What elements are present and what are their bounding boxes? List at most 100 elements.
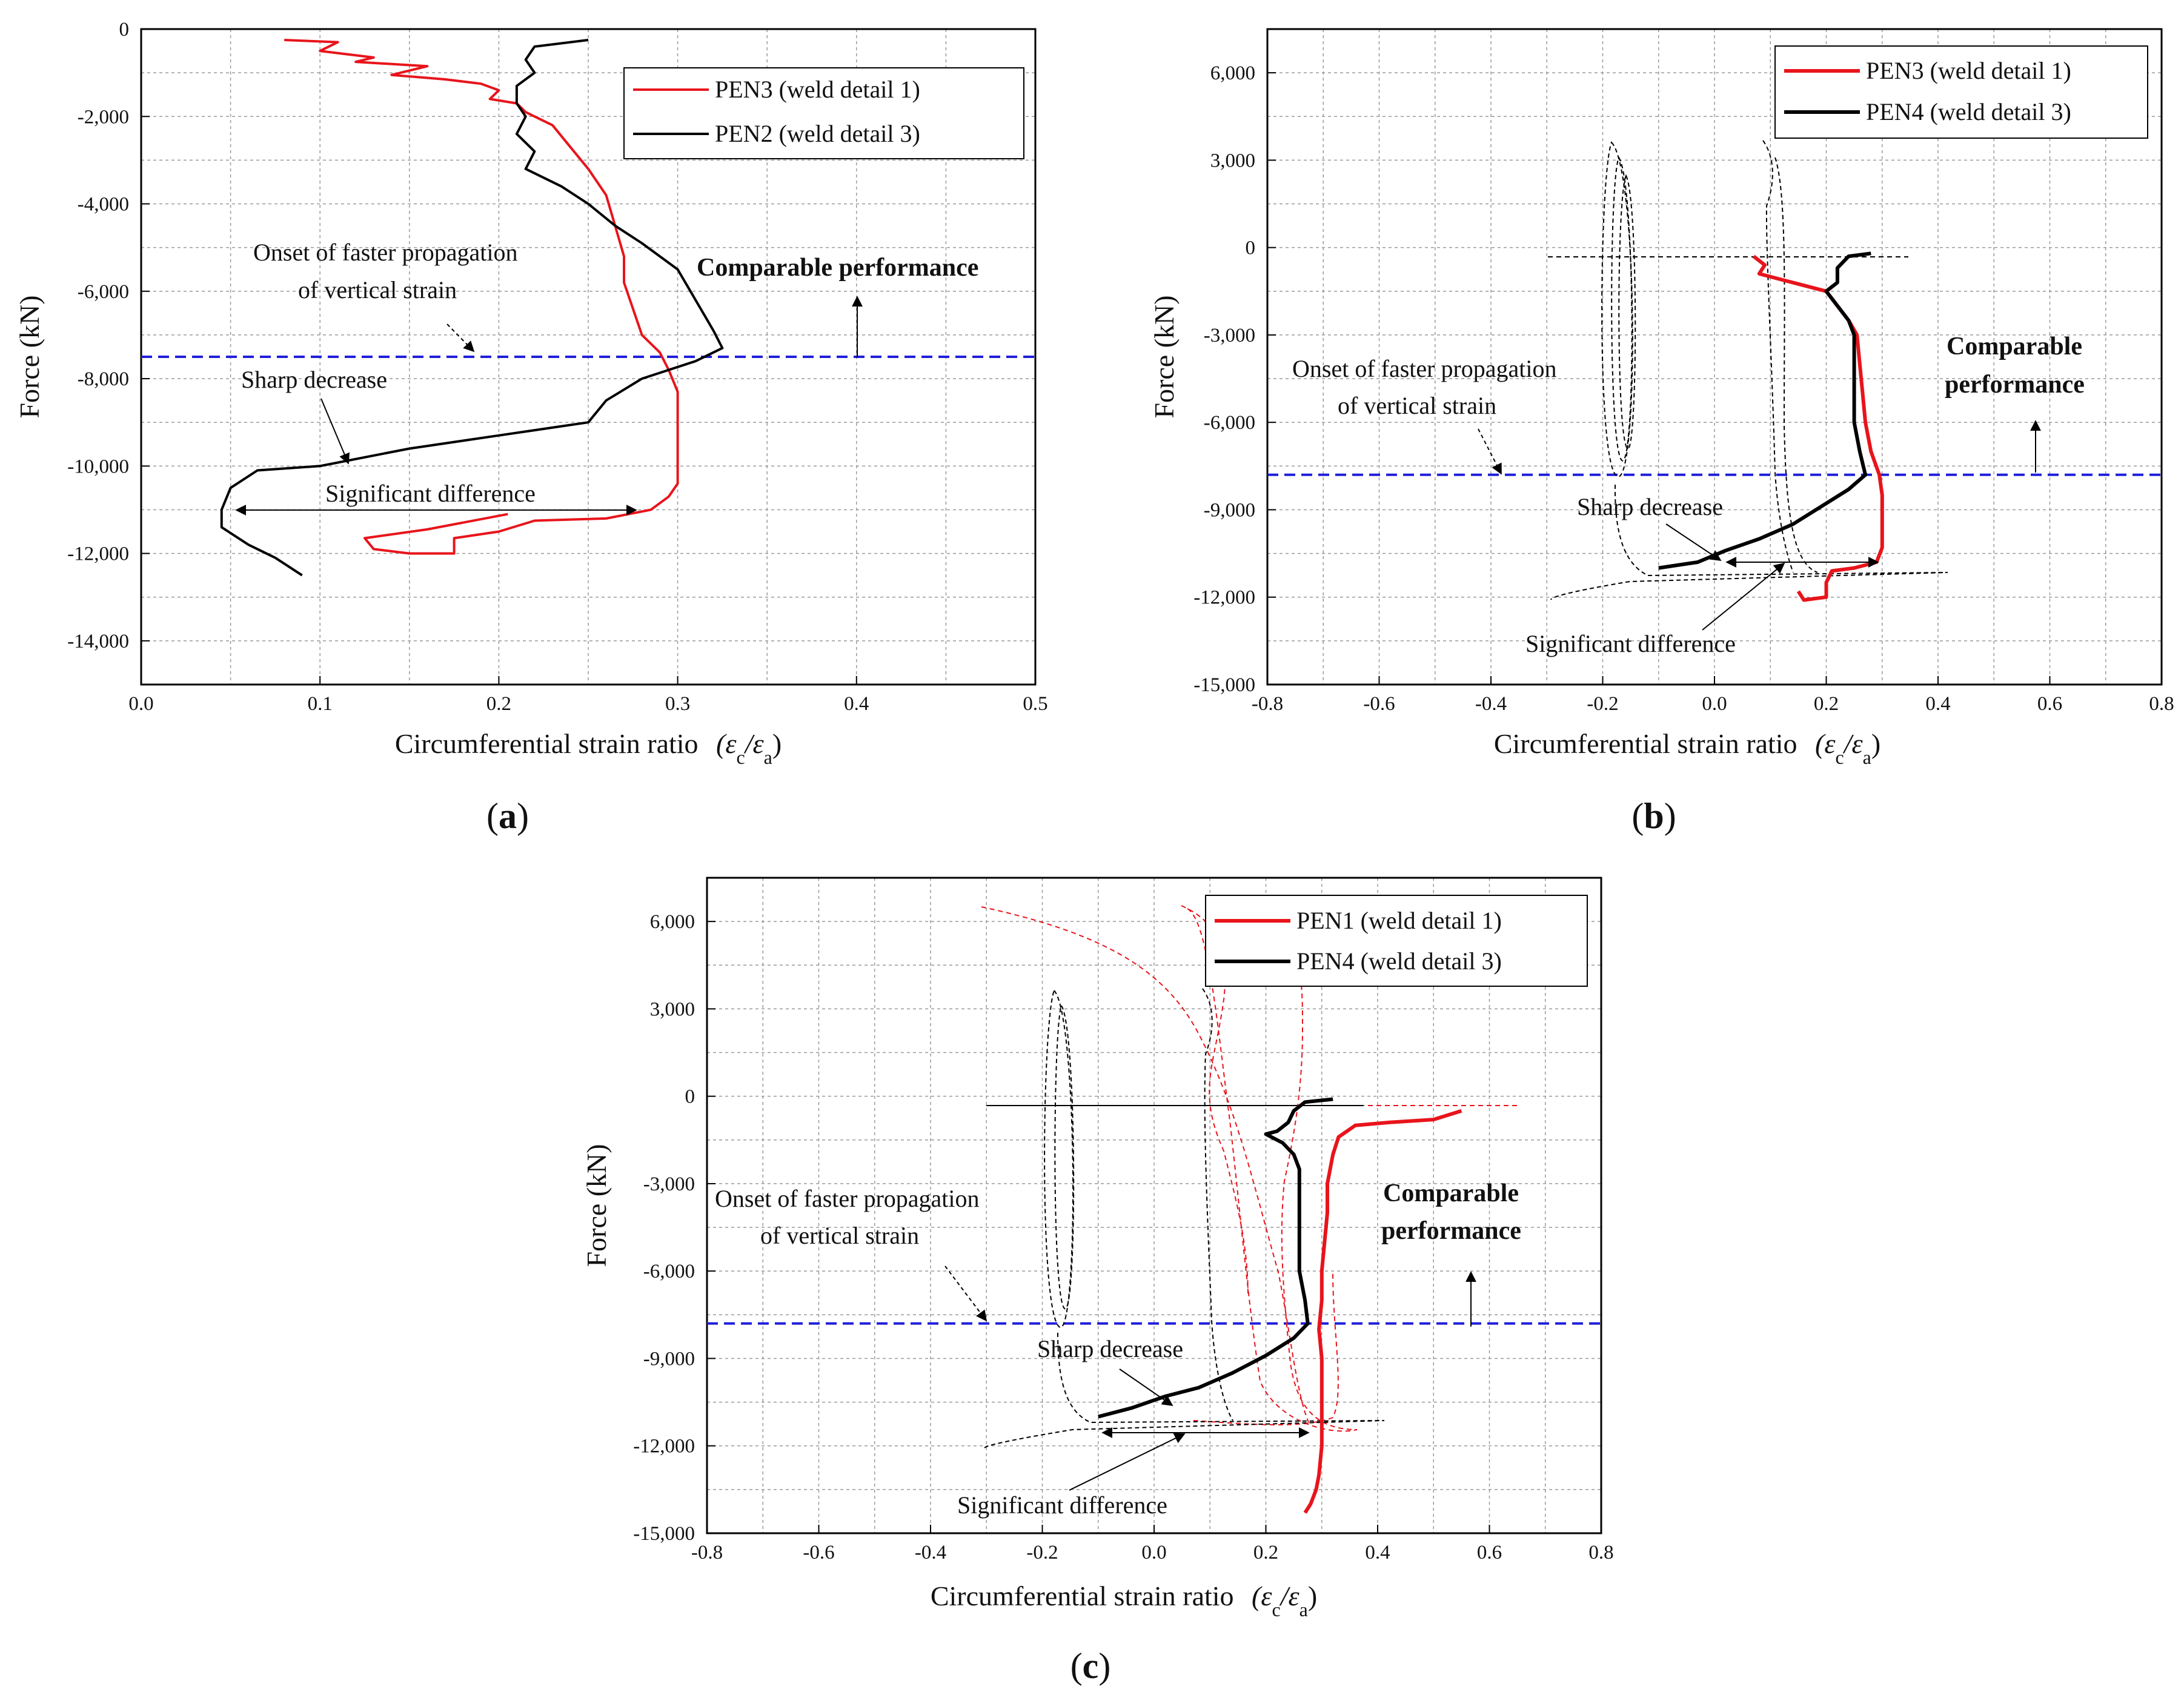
- y-tick-label: 0: [685, 1086, 695, 1108]
- y-tick-label: -6,000: [643, 1261, 695, 1282]
- legend-label-pen1: PEN1 (weld detail 1): [1296, 907, 1502, 934]
- annotation-arrow-onset: [1478, 428, 1502, 475]
- x-tick-label: 0.6: [2037, 693, 2062, 715]
- y-tick-label: 0: [1246, 237, 1256, 259]
- panel-a: 0.0 0.1 0.2 0.3 0.4 0.5 0 -2,000 -4,000 -6,000 -8,…: [14, 19, 1048, 836]
- y-tick-label: -2,000: [78, 106, 129, 128]
- x-tick-label: -0.2: [1587, 693, 1618, 715]
- y-tick-label: 3,000: [1210, 150, 1255, 171]
- x-tick-label: 0.0: [128, 693, 153, 715]
- legend-label-pen4: PEN4 (weld detail 3): [1296, 947, 1502, 975]
- annotation-significant-difference: Significant difference: [1525, 630, 1736, 657]
- panel-a-y-axis-title: Force (kN): [14, 295, 45, 418]
- panel-a-ticks: 0.0 0.1 0.2 0.3 0.4 0.5 0 -2,000 -4,000 -6,000 -8,…: [67, 19, 1047, 715]
- x-tick-label: -0.8: [1252, 693, 1283, 715]
- series-line-pen1: [1303, 1109, 1462, 1514]
- annotation-performance: performance: [1945, 371, 2085, 399]
- y-tick-label: -10,000: [67, 456, 129, 477]
- y-tick-label: -12,000: [67, 543, 129, 565]
- annotation-comparable: Comparable: [1947, 333, 2082, 360]
- x-tick-label: -0.6: [1363, 693, 1395, 715]
- panel-c-x-axis-title: Circumferential strain ratio (εc/εa): [931, 1580, 1317, 1620]
- x-tick-label: 0.8: [2149, 693, 2174, 715]
- y-tick-label: -3,000: [643, 1173, 695, 1195]
- y-tick-label: 0: [119, 19, 130, 41]
- x-tick-label: 0.8: [1588, 1542, 1613, 1564]
- panel-c-y-axis-title: Force (kN): [581, 1144, 612, 1267]
- panel-c-legend: PEN1 (weld detail 1) PEN4 (weld detail 3…: [1205, 895, 1588, 987]
- panel-b-label: (b): [1631, 796, 1676, 836]
- annotation-arrow-significant-difference: [1069, 1433, 1186, 1491]
- panel-b-series: [1658, 251, 1884, 602]
- annotation-arrow-significant-difference: [1702, 562, 1785, 631]
- y-tick-label: 6,000: [650, 911, 695, 933]
- y-tick-label: -4,000: [78, 194, 129, 216]
- y-tick-label: -9,000: [643, 1348, 695, 1370]
- x-tick-label: 0.4: [1925, 693, 1950, 715]
- annotation-significant-difference: Significant difference: [957, 1491, 1167, 1519]
- panel-a-x-axis-title: Circumferential strain ratio (εc/εa): [395, 728, 782, 768]
- panel-b: -0.8 -0.6 -0.4 -0.2 0.0 0.2 0.4 0.6 0.8 6,000 3,00…: [1149, 28, 2174, 836]
- x-tick-label: 0.3: [665, 693, 690, 715]
- x-tick-label: 0.4: [1365, 1542, 1390, 1564]
- x-tick-label: -0.6: [803, 1542, 834, 1564]
- legend-label-pen3: PEN3 (weld detail 1): [1866, 57, 2071, 84]
- y-tick-label: -3,000: [1204, 325, 1255, 347]
- x-tick-label: 0.0: [1141, 1542, 1166, 1564]
- annotation-comparable-performance: Comparable performance: [697, 254, 978, 282]
- y-tick-label: -15,000: [633, 1523, 695, 1545]
- y-tick-label: -12,000: [1193, 587, 1255, 609]
- panel-a-label: (a): [486, 796, 529, 836]
- annotation-arrow-onset: [944, 1265, 987, 1322]
- annotation-onset-line1: Onset of faster propagation: [1292, 355, 1557, 382]
- y-tick-label: -12,000: [633, 1436, 695, 1458]
- annotation-arrow-onset: [446, 323, 475, 353]
- panel-a-legend: PEN3 (weld detail 1) PEN2 (weld detail 3…: [623, 67, 1024, 159]
- panel-c-ghost-curves: [981, 905, 1521, 1448]
- x-tick-label: -0.2: [1026, 1542, 1058, 1564]
- panel-a-series: [220, 39, 724, 577]
- x-tick-label: 0.2: [1253, 1542, 1278, 1564]
- annotation-comparable: Comparable: [1383, 1179, 1519, 1207]
- annotation-arrow-sharp-decrease: [1119, 1368, 1173, 1407]
- series-line-pen4: [1098, 1097, 1333, 1419]
- x-tick-label: 0.5: [1023, 693, 1047, 715]
- panel-b-legend: PEN3 (weld detail 1) PEN4 (weld detail 3…: [1774, 45, 2148, 139]
- legend-label-pen2: PEN2 (weld detail 3): [715, 120, 920, 147]
- annotation-onset-line2: of vertical strain: [298, 276, 457, 303]
- annotation-performance: performance: [1381, 1217, 1521, 1245]
- panel-b-ticks: -0.8 -0.6 -0.4 -0.2 0.0 0.2 0.4 0.6 0.8 6,000 3,00…: [1193, 62, 2174, 715]
- annotation-onset-line2: of vertical strain: [760, 1222, 919, 1249]
- series-line-pen2: [220, 39, 724, 577]
- panel-c-label: (c): [1070, 1646, 1111, 1686]
- series-line-pen4: [1658, 251, 1871, 570]
- x-tick-label: 0.1: [308, 693, 333, 715]
- panel-b-ghost-curves: [1548, 140, 1948, 600]
- panel-b-x-axis-title: Circumferential strain ratio (εc/εa): [1494, 728, 1880, 768]
- x-tick-label: 0.2: [486, 693, 511, 715]
- y-tick-label: -9,000: [1204, 499, 1255, 521]
- annotation-significant-difference: Significant difference: [325, 480, 536, 507]
- panel-b-annotations: Comparable performance Onset of faster p…: [1292, 333, 2085, 657]
- y-tick-label: -14,000: [67, 631, 129, 652]
- panel-a-annotations: Comparable performance Onset of faster p…: [235, 239, 978, 516]
- y-tick-label: -6,000: [1204, 412, 1255, 434]
- annotation-sharp-decrease: Sharp decrease: [241, 366, 387, 393]
- x-tick-label: 0.2: [1814, 693, 1839, 715]
- x-tick-label: -0.4: [1475, 693, 1507, 715]
- y-tick-label: -6,000: [78, 281, 129, 303]
- annotation-onset-line2: of vertical strain: [1338, 392, 1496, 419]
- panel-c-series: [1098, 1097, 1462, 1514]
- y-tick-label: -15,000: [1193, 674, 1255, 696]
- y-tick-label: 3,000: [650, 998, 695, 1020]
- x-title-text: Circumferential strain ratio: [395, 728, 699, 759]
- y-tick-label: 6,000: [1210, 62, 1255, 84]
- series-line-pen3: [1752, 254, 1884, 602]
- annotation-sharp-decrease: Sharp decrease: [1037, 1335, 1183, 1362]
- series-line-pen3: [284, 39, 679, 555]
- x-tick-label: 0.4: [844, 693, 869, 715]
- annotation-onset-line1: Onset of faster propagation: [715, 1185, 980, 1212]
- panel-c-annotations: Comparable performance Onset of faster p…: [715, 1179, 1521, 1519]
- annotation-onset-line1: Onset of faster propagation: [253, 239, 518, 266]
